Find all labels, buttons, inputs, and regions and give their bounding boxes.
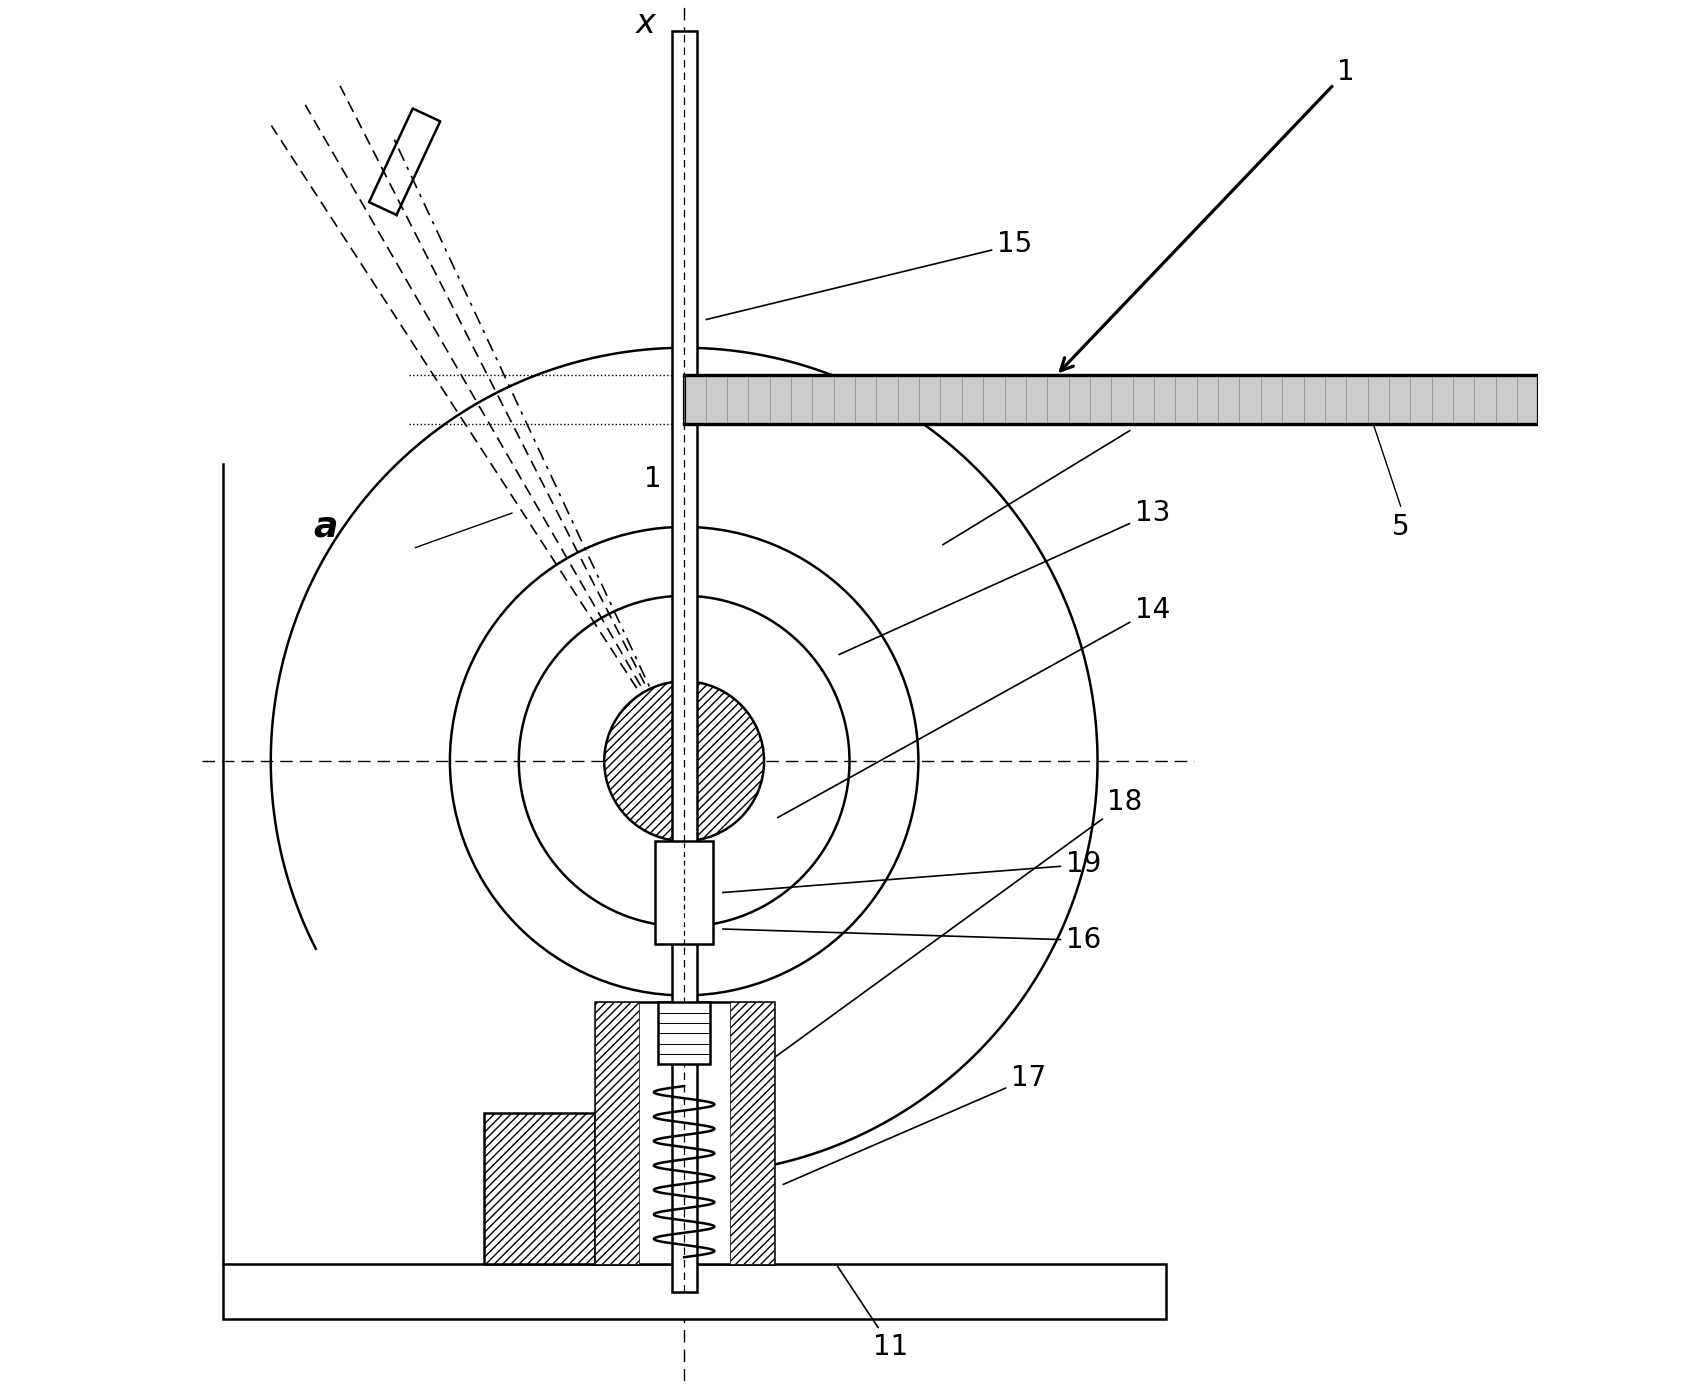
Text: 14: 14 [778, 595, 1170, 818]
Text: 15: 15 [706, 230, 1032, 320]
Bar [728, 1002, 773, 1264]
Text: 11: 11 [837, 1266, 908, 1360]
Text: a: a [314, 509, 338, 544]
Text: 5: 5 [1391, 513, 1409, 541]
Text: 12: 12 [942, 403, 1170, 545]
Circle shape [604, 681, 764, 841]
Text: 16: 16 [722, 926, 1100, 955]
Bar [655, 841, 713, 944]
Bar [484, 1113, 594, 1264]
Bar [684, 375, 1538, 424]
Bar [594, 1002, 638, 1264]
Bar [222, 1264, 1167, 1319]
Text: 19: 19 [722, 851, 1100, 893]
Bar [594, 1002, 773, 1264]
Text: 17: 17 [783, 1064, 1046, 1185]
Bar [657, 1002, 710, 1064]
Text: 13: 13 [839, 500, 1170, 655]
Bar [671, 30, 696, 1291]
Text: 1: 1 [644, 465, 661, 493]
Text: 18: 18 [596, 789, 1143, 1186]
Text: 1: 1 [1060, 58, 1353, 371]
Text: x: x [635, 7, 655, 40]
